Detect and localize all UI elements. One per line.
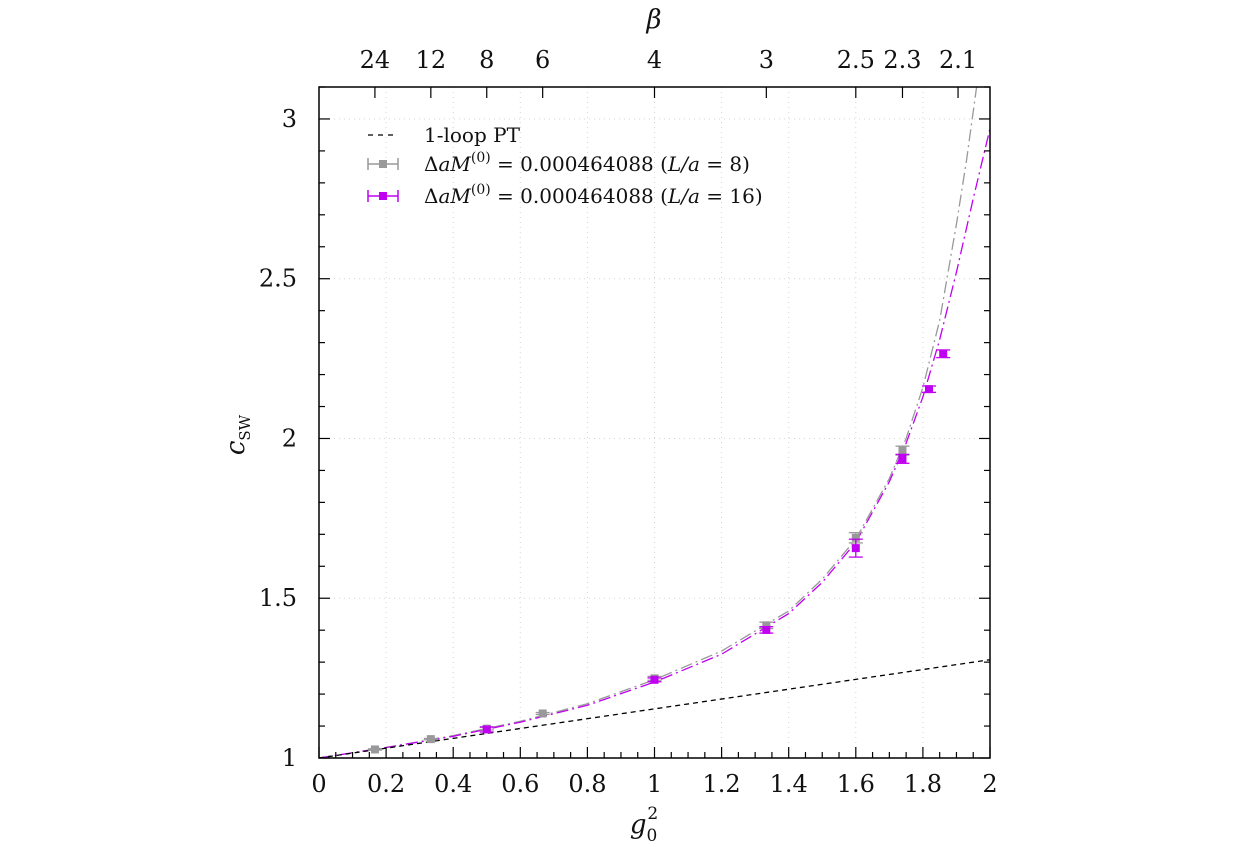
tick-labels: 0 0.2 0.4 0.6 0.8 1 1.2 1.4 1.6 1.8 2 1 1.5 2 2.5 3 24 12…: [259, 46, 998, 798]
fit-curves: [319, 87, 990, 758]
data-point-l16: [848, 538, 863, 558]
data-point-l16: [759, 625, 774, 634]
marker: [762, 621, 771, 630]
top-tick-label: 2.1: [939, 46, 977, 74]
marker: [538, 709, 547, 718]
x-tick-label: 0.4: [434, 770, 472, 798]
data-point-l16: [895, 453, 910, 464]
data-point-l16: [922, 385, 937, 394]
fit-curve-l16: [319, 128, 990, 758]
top-tick-label: 2.3: [883, 46, 921, 74]
y-tick-label: 1: [282, 744, 297, 772]
top-tick-label: 2.5: [837, 46, 875, 74]
grid: [319, 87, 990, 758]
fit-curve-l8: [319, 87, 978, 758]
marker: [898, 446, 907, 455]
marker: [925, 385, 934, 394]
top-tick-label: 8: [479, 46, 494, 74]
marker: [898, 454, 907, 463]
legend-label-l16: ΔaM(0) = 0.000464088 (L/a = 16): [424, 182, 763, 208]
marker: [939, 349, 948, 358]
marker: [762, 625, 771, 634]
data-point-l8: [367, 745, 382, 754]
data-point-l16: [479, 725, 494, 734]
x-tick-label: 2: [982, 770, 997, 798]
top-tick-label: 12: [416, 46, 447, 74]
legend-label-l8: ΔaM(0) = 0.000464088 (L/a = 8): [424, 150, 750, 176]
x-tick-label: 0.6: [501, 770, 539, 798]
y-axis-label: cSW: [221, 414, 254, 455]
x-axis-label: g02: [630, 804, 658, 846]
top-tick-label: 6: [535, 46, 550, 74]
data-point-l16: [936, 349, 951, 359]
legend: 1-loop PT ΔaM(0) = 0.000464088 (L/a = 8)…: [367, 123, 763, 208]
data-points: [367, 349, 951, 754]
top-tick-label: 24: [360, 46, 391, 74]
axis-ticks: [318, 86, 991, 759]
x-tick-label: 1.2: [703, 770, 741, 798]
x-tick-label: 1.8: [904, 770, 942, 798]
top-tick-label: 4: [647, 46, 662, 74]
marker: [851, 533, 860, 542]
data-point-l8: [535, 709, 550, 718]
marker: [426, 735, 435, 744]
legend-swatch-l8: [367, 158, 399, 170]
x-tick-label: 0.8: [568, 770, 606, 798]
y-tick-label: 3: [282, 105, 297, 133]
legend-label-pt: 1-loop PT: [424, 123, 521, 147]
y-tick-label: 2.5: [259, 265, 297, 293]
top-tick-label: 3: [759, 46, 774, 74]
marker: [650, 675, 659, 684]
top-axis-label: β: [645, 5, 661, 35]
marker: [851, 544, 860, 553]
marker: [482, 725, 491, 734]
x-tick-label: 1.6: [837, 770, 875, 798]
marker: [370, 745, 379, 754]
legend-swatch-l16: [367, 190, 399, 202]
x-tick-label: 0: [311, 770, 326, 798]
x-tick-label: 0.2: [367, 770, 405, 798]
x-tick-label: 1: [647, 770, 662, 798]
data-point-l16: [647, 675, 662, 684]
y-tick-label: 1.5: [259, 584, 297, 612]
data-point-l8: [423, 735, 438, 744]
x-tick-label: 1.4: [770, 770, 808, 798]
y-axis-label-group: cSW: [221, 414, 254, 455]
y-tick-label: 2: [282, 424, 297, 452]
